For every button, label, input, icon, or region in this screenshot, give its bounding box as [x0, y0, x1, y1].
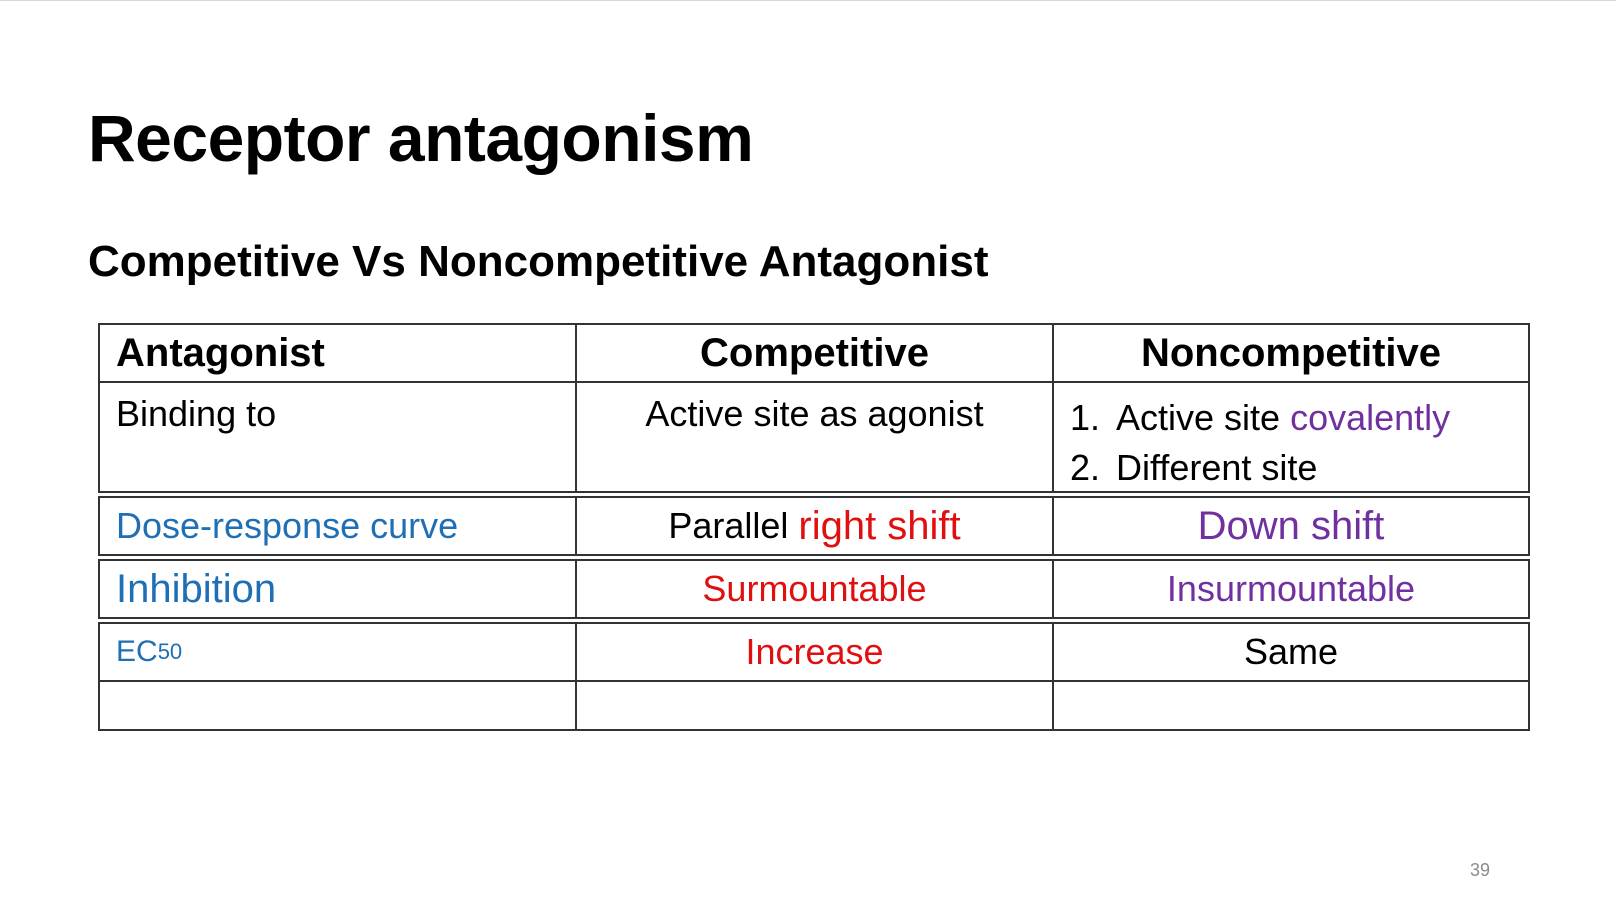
binding-label: Binding to	[100, 383, 577, 491]
table-row-dose-response: Dose-response curve Parallel right shift…	[98, 496, 1530, 556]
dose-response-prefix: Parallel	[668, 505, 799, 546]
table-row-binding: Binding to Active site as agonist 1. Act…	[98, 383, 1530, 493]
table-header-row: Antagonist Competitive Noncompetitive	[98, 323, 1530, 383]
slide-title: Receptor antagonism	[88, 101, 754, 175]
table-row-ec50: EC 50 Increase Same	[98, 622, 1530, 682]
list-item: 2. Different site	[1070, 443, 1317, 491]
binding-noncompetitive: 1. Active site covalently 2. Different s…	[1054, 383, 1528, 491]
inhibition-label: Inhibition	[100, 561, 577, 617]
header-antagonist: Antagonist	[100, 325, 577, 381]
dose-response-competitive: Parallel right shift	[577, 498, 1054, 554]
ec50-noncompetitive: Same	[1243, 631, 1339, 672]
inhibition-noncompetitive: Insurmountable	[1166, 568, 1416, 609]
empty-cell	[100, 682, 577, 729]
empty-cell	[577, 682, 1054, 729]
dose-response-label: Dose-response curve	[100, 498, 577, 554]
list-number: 1.	[1070, 397, 1101, 438]
comparison-table: Antagonist Competitive Noncompetitive Bi…	[98, 323, 1530, 731]
inhibition-competitive: Surmountable	[577, 561, 1054, 617]
header-noncompetitive: Noncompetitive	[1140, 330, 1442, 375]
table-row-empty	[98, 682, 1530, 731]
top-divider	[0, 0, 1616, 1]
binding-competitive: Active site as agonist	[577, 383, 1054, 491]
ec50-label-main: EC	[116, 635, 158, 668]
header-competitive: Competitive	[577, 325, 1054, 381]
page-number: 39	[1470, 860, 1491, 880]
list-text: Active site covalently	[1116, 393, 1450, 443]
dose-response-noncompetitive: Down shift	[1197, 503, 1385, 548]
list-text-highlight: covalently	[1290, 397, 1451, 438]
list-item: 1. Active site covalently	[1070, 393, 1450, 443]
empty-cell	[1054, 682, 1528, 729]
table-row-inhibition: Inhibition Surmountable Insurmountable	[98, 559, 1530, 619]
list-text: Different site	[1116, 447, 1318, 488]
ec50-label-sub: 50	[157, 639, 183, 664]
ec50-label: EC 50	[100, 624, 577, 680]
slide-subtitle: Competitive Vs Noncompetitive Antagonist	[88, 237, 989, 286]
ec50-competitive: Increase	[577, 624, 1054, 680]
dose-response-highlight: right shift	[798, 503, 961, 548]
list-text-plain: Active site	[1116, 397, 1291, 438]
list-number: 2.	[1070, 447, 1101, 488]
